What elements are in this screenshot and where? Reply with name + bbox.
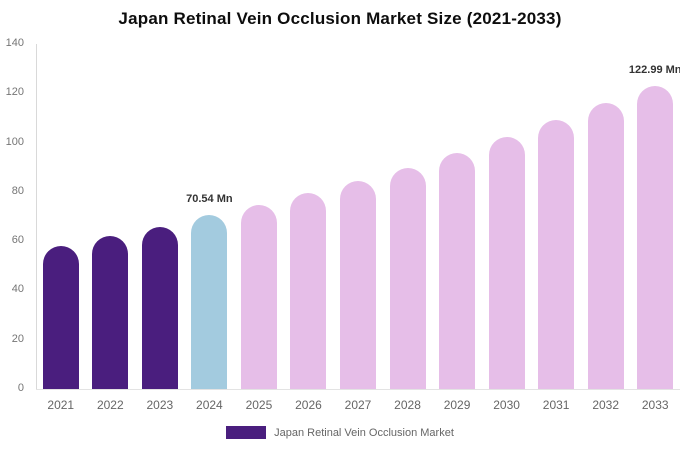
bar-2029	[439, 152, 476, 389]
x-label-2025: 2025	[245, 398, 273, 412]
x-label-2032: 2032	[592, 398, 620, 412]
legend-swatch-icon	[226, 426, 267, 439]
x-label-2023: 2023	[146, 398, 174, 412]
bar-2028	[389, 167, 426, 389]
x-label-2024: 2024	[196, 398, 223, 412]
bar-2022	[92, 235, 129, 389]
bar-2025	[240, 204, 277, 389]
bar-2024	[191, 215, 228, 389]
bar-2027	[340, 181, 376, 389]
bar-2031	[538, 119, 575, 389]
x-label-2026: 2026	[295, 398, 322, 412]
x-label-2028: 2028	[394, 398, 421, 412]
y-axis-line	[36, 44, 37, 389]
bar-2033	[637, 85, 674, 389]
legend-label: Japan Retinal Vein Occlusion Market	[274, 426, 454, 439]
legend: Japan Retinal Vein Occlusion Market	[0, 426, 680, 439]
bar-2023	[141, 226, 178, 389]
data-label-2024: 70.54 Mn	[186, 193, 233, 206]
bar-2021	[42, 245, 79, 389]
chart-title: Japan Retinal Vein Occlusion Market Size…	[118, 9, 562, 28]
x-label-2021: 2021	[47, 398, 75, 412]
x-label-2033: 2033	[641, 398, 669, 412]
x-label-2031: 2031	[542, 398, 570, 412]
x-label-2027: 2027	[344, 398, 372, 412]
bar-2026	[290, 193, 327, 389]
bar-2032	[587, 102, 624, 389]
data-label-2033: 122.99 Mn	[628, 63, 680, 76]
bar-2030	[488, 136, 525, 389]
x-label-2029: 2029	[443, 398, 471, 412]
x-label-2022: 2022	[96, 398, 124, 412]
x-axis-baseline	[36, 389, 680, 390]
x-label-2030: 2030	[493, 398, 520, 412]
